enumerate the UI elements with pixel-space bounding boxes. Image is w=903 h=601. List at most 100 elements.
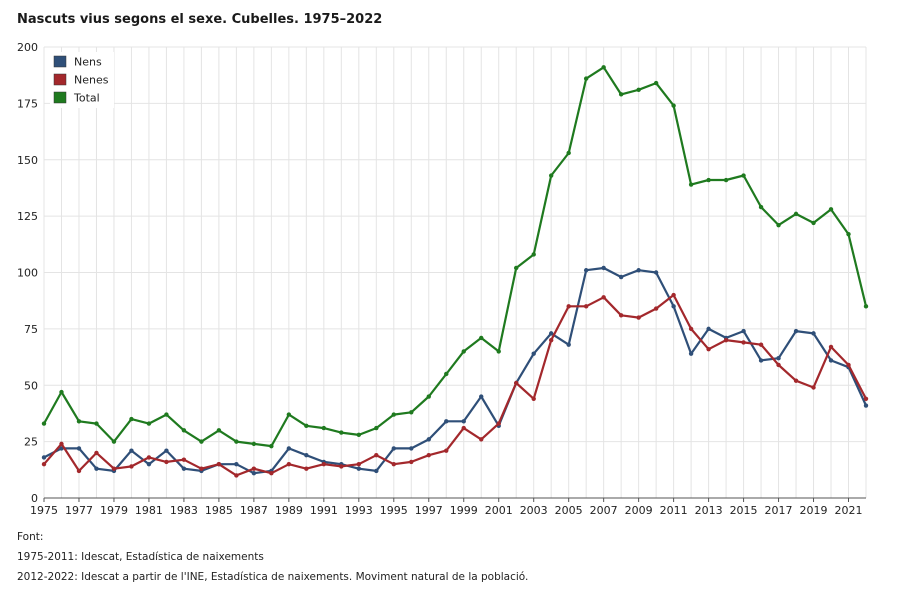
data-point-nenes[interactable] bbox=[286, 461, 292, 467]
data-point-nens[interactable] bbox=[706, 326, 711, 332]
data-point-total[interactable] bbox=[741, 173, 746, 178]
data-point-nenes[interactable] bbox=[199, 466, 204, 471]
data-point-nenes[interactable] bbox=[706, 346, 711, 352]
data-point-nenes[interactable] bbox=[216, 461, 222, 467]
data-point-nenes[interactable] bbox=[548, 337, 554, 343]
data-point-nenes[interactable] bbox=[76, 468, 82, 474]
data-point-nenes[interactable] bbox=[496, 421, 501, 426]
data-point-total[interactable] bbox=[199, 439, 204, 444]
data-point-nens[interactable] bbox=[776, 355, 781, 361]
data-point-nenes[interactable] bbox=[636, 315, 641, 320]
data-point-nens[interactable] bbox=[758, 358, 764, 363]
data-point-nens[interactable] bbox=[76, 446, 82, 451]
data-point-nenes[interactable] bbox=[863, 396, 869, 401]
data-point-nenes[interactable] bbox=[741, 340, 746, 345]
data-point-nens[interactable] bbox=[636, 268, 641, 273]
data-point-nens[interactable] bbox=[356, 466, 362, 471]
data-point-nenes[interactable] bbox=[146, 455, 152, 460]
data-point-nens[interactable] bbox=[548, 331, 554, 336]
data-point-total[interactable] bbox=[59, 389, 64, 395]
data-point-total[interactable] bbox=[181, 428, 187, 433]
data-point-nens[interactable] bbox=[391, 446, 396, 451]
data-point-nens[interactable] bbox=[618, 274, 624, 280]
data-point-total[interactable] bbox=[496, 349, 501, 354]
data-point-total[interactable] bbox=[618, 92, 624, 97]
data-point-nens[interactable] bbox=[444, 419, 449, 424]
data-point-nens[interactable] bbox=[653, 270, 659, 275]
data-point-nenes[interactable] bbox=[566, 304, 571, 309]
data-point-total[interactable] bbox=[706, 177, 711, 183]
data-point-nens[interactable] bbox=[41, 455, 47, 460]
data-point-total[interactable] bbox=[129, 416, 134, 422]
data-point-nenes[interactable] bbox=[444, 448, 449, 453]
data-point-total[interactable] bbox=[251, 441, 257, 447]
data-point-nenes[interactable] bbox=[583, 304, 589, 309]
data-point-nenes[interactable] bbox=[251, 466, 257, 471]
data-point-nenes[interactable] bbox=[723, 337, 729, 343]
data-point-nenes[interactable] bbox=[129, 464, 134, 469]
data-point-total[interactable] bbox=[863, 304, 869, 309]
data-point-total[interactable] bbox=[146, 421, 152, 426]
data-point-total[interactable] bbox=[514, 265, 519, 271]
data-point-nenes[interactable] bbox=[811, 385, 816, 390]
data-point-nenes[interactable] bbox=[164, 459, 169, 465]
data-point-nens[interactable] bbox=[583, 268, 589, 273]
data-point-nenes[interactable] bbox=[776, 362, 781, 368]
data-point-nens[interactable] bbox=[741, 328, 746, 334]
data-point-nenes[interactable] bbox=[339, 464, 344, 469]
data-point-nenes[interactable] bbox=[828, 344, 834, 350]
data-point-nens[interactable] bbox=[479, 394, 484, 399]
data-point-total[interactable] bbox=[216, 428, 222, 433]
data-point-nens[interactable] bbox=[286, 446, 292, 451]
data-point-nens[interactable] bbox=[234, 461, 239, 467]
data-point-nenes[interactable] bbox=[793, 378, 799, 383]
data-point-nenes[interactable] bbox=[94, 450, 99, 456]
data-point-nenes[interactable] bbox=[181, 457, 187, 462]
data-point-total[interactable] bbox=[688, 182, 694, 187]
data-point-nens[interactable] bbox=[251, 470, 257, 476]
data-point-total[interactable] bbox=[321, 425, 327, 431]
data-point-nens[interactable] bbox=[688, 351, 694, 356]
data-point-nenes[interactable] bbox=[304, 466, 309, 471]
data-point-nens[interactable] bbox=[181, 466, 187, 471]
data-point-total[interactable] bbox=[234, 439, 239, 444]
data-point-nenes[interactable] bbox=[269, 470, 274, 476]
data-point-total[interactable] bbox=[426, 394, 431, 399]
data-point-nenes[interactable] bbox=[514, 380, 519, 386]
data-point-nenes[interactable] bbox=[758, 342, 764, 347]
data-point-nenes[interactable] bbox=[461, 425, 466, 431]
data-point-total[interactable] bbox=[636, 87, 641, 93]
data-point-nens[interactable] bbox=[863, 403, 869, 408]
data-point-total[interactable] bbox=[111, 439, 117, 444]
data-point-total[interactable] bbox=[653, 80, 659, 86]
data-point-nenes[interactable] bbox=[356, 461, 362, 467]
data-point-total[interactable] bbox=[671, 103, 676, 108]
data-point-total[interactable] bbox=[94, 421, 99, 426]
data-point-total[interactable] bbox=[531, 252, 536, 257]
data-point-total[interactable] bbox=[811, 220, 816, 226]
data-point-nens[interactable] bbox=[146, 461, 152, 467]
data-point-nenes[interactable] bbox=[234, 473, 239, 478]
data-point-nenes[interactable] bbox=[409, 459, 414, 465]
data-point-nens[interactable] bbox=[304, 452, 309, 458]
data-point-total[interactable] bbox=[548, 173, 554, 178]
data-point-nens[interactable] bbox=[426, 437, 431, 442]
data-point-total[interactable] bbox=[601, 65, 606, 70]
data-point-total[interactable] bbox=[758, 204, 764, 210]
data-point-nens[interactable] bbox=[531, 351, 536, 356]
data-point-total[interactable] bbox=[391, 412, 396, 417]
data-point-total[interactable] bbox=[409, 410, 414, 415]
data-point-total[interactable] bbox=[444, 371, 449, 377]
data-point-total[interactable] bbox=[846, 231, 851, 237]
data-point-total[interactable] bbox=[269, 443, 274, 449]
data-point-total[interactable] bbox=[723, 177, 729, 183]
data-point-nenes[interactable] bbox=[374, 452, 379, 458]
data-point-nenes[interactable] bbox=[618, 313, 624, 318]
data-point-total[interactable] bbox=[164, 412, 169, 417]
data-point-total[interactable] bbox=[776, 222, 781, 228]
data-point-nenes[interactable] bbox=[653, 306, 659, 311]
data-point-nenes[interactable] bbox=[321, 461, 327, 467]
data-point-total[interactable] bbox=[374, 425, 379, 431]
data-point-nens[interactable] bbox=[461, 419, 466, 424]
data-point-nens[interactable] bbox=[164, 448, 169, 453]
